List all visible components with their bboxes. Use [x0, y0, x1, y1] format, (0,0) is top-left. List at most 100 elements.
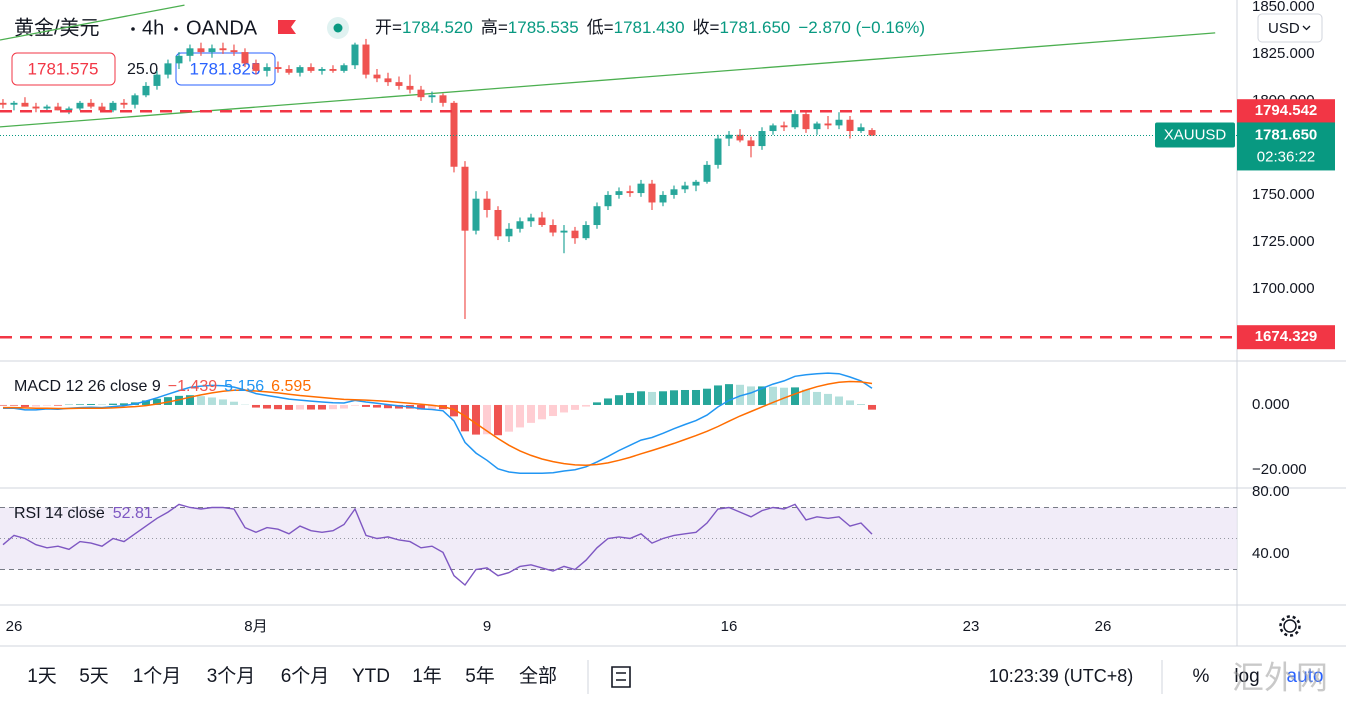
ohlc-label: 收= [693, 18, 720, 37]
candle-body [21, 102, 29, 107]
ohlc-label: 开= [375, 18, 402, 37]
histogram-bar [515, 404, 524, 428]
histogram-bar [53, 404, 62, 406]
candle-body [736, 134, 744, 141]
range-button[interactable]: 1年 [412, 665, 442, 687]
scale-option[interactable]: auto [1287, 666, 1324, 687]
watermark: 汇外网 [1232, 659, 1328, 695]
histogram-bar [570, 404, 579, 410]
candle-body [32, 106, 40, 109]
histogram-bar [383, 404, 392, 409]
separator-dot [174, 27, 178, 31]
histogram-bar [526, 404, 535, 423]
indicator-title: RSI 14 close [14, 505, 105, 522]
y-tick-label: 1725.000 [1252, 233, 1315, 250]
x-tick-label: 9 [483, 618, 491, 635]
candle-body [131, 95, 139, 105]
candle-body [450, 102, 458, 167]
histogram-bar [207, 397, 216, 405]
candle-body [54, 106, 62, 111]
candle-body [428, 95, 436, 98]
candle-body [813, 123, 821, 130]
settings-icon[interactable] [1283, 619, 1297, 633]
scale-option[interactable]: log [1234, 666, 1259, 687]
candle-body [758, 131, 766, 147]
range-button[interactable]: 1个月 [133, 665, 182, 687]
histogram-bar [273, 404, 282, 410]
candle-body [483, 198, 491, 210]
candle-body [560, 230, 568, 233]
y-tick-label: 40.00 [1252, 545, 1290, 562]
legend-value: −1.439 [168, 378, 217, 395]
macd-line [3, 380, 873, 466]
histogram-bar [614, 395, 623, 405]
scale-option[interactable]: % [1193, 666, 1210, 687]
histogram-bar [108, 403, 117, 405]
ohlc-label: 低= [587, 18, 614, 37]
histogram-bar [295, 404, 304, 410]
candle-body [296, 67, 304, 73]
histogram-bar [791, 387, 800, 405]
histogram-bar [713, 385, 722, 405]
range-button[interactable]: 5天 [79, 666, 109, 687]
candle-body [593, 206, 601, 226]
buy-price[interactable]: 1781.825 [190, 59, 261, 78]
candle-body [538, 217, 546, 226]
candle-body [769, 125, 777, 132]
histogram-bar [835, 396, 844, 405]
candle-body [274, 67, 282, 69]
range-button[interactable]: 5年 [465, 665, 495, 687]
histogram-bar [702, 388, 711, 405]
candle-body [318, 68, 326, 71]
candle-body [98, 106, 106, 111]
compare-icon[interactable] [611, 666, 631, 688]
candle-body [384, 78, 392, 83]
currency-button[interactable] [1257, 13, 1323, 43]
histogram-bar [802, 389, 811, 405]
histogram-bar [42, 404, 51, 406]
candle-body [637, 183, 645, 194]
separator-dot [131, 27, 135, 31]
level-tag [1237, 325, 1335, 350]
interval[interactable]: 4h [142, 17, 164, 39]
buy-button[interactable] [175, 52, 276, 86]
range-button[interactable]: 6个月 [281, 665, 330, 687]
candle-body [494, 209, 502, 237]
flag-icon[interactable] [278, 20, 296, 34]
candle-body [615, 191, 623, 195]
candle-body [0, 102, 7, 105]
range-button[interactable]: YTD [352, 666, 390, 687]
symbol[interactable]: 黄金/美元 [14, 16, 100, 39]
status-dot [333, 23, 343, 33]
level-tag [1237, 99, 1335, 124]
candle-body [241, 52, 249, 64]
sell-price[interactable]: 1781.575 [28, 59, 99, 78]
histogram-bar [427, 404, 436, 410]
candle-body [439, 95, 447, 103]
range-button[interactable]: 3个月 [207, 665, 256, 687]
candle-body [362, 44, 370, 75]
candle-body [802, 114, 810, 130]
histogram-bar [416, 404, 425, 410]
countdown: 02:36:22 [1257, 148, 1315, 165]
histogram-bar [769, 386, 778, 405]
range-button[interactable]: 全部 [519, 665, 557, 687]
y-tick-label: 1750.000 [1252, 186, 1315, 203]
candle-body [340, 65, 348, 71]
trend-line [0, 4, 185, 41]
candle-body [208, 48, 216, 53]
candle-body [549, 225, 557, 233]
sell-button[interactable] [11, 52, 116, 86]
currency[interactable]: USD [1268, 20, 1300, 37]
y-tick-label: −20.000 [1252, 461, 1307, 478]
candle-body [252, 63, 260, 71]
candle-body [87, 102, 95, 107]
candle-body [10, 102, 18, 105]
candle-body [406, 85, 414, 90]
histogram-bar [196, 396, 205, 405]
range-button[interactable]: 1天 [27, 666, 57, 687]
histogram-bar [636, 391, 645, 405]
histogram-bar [680, 389, 689, 405]
histogram-bar [724, 384, 733, 405]
